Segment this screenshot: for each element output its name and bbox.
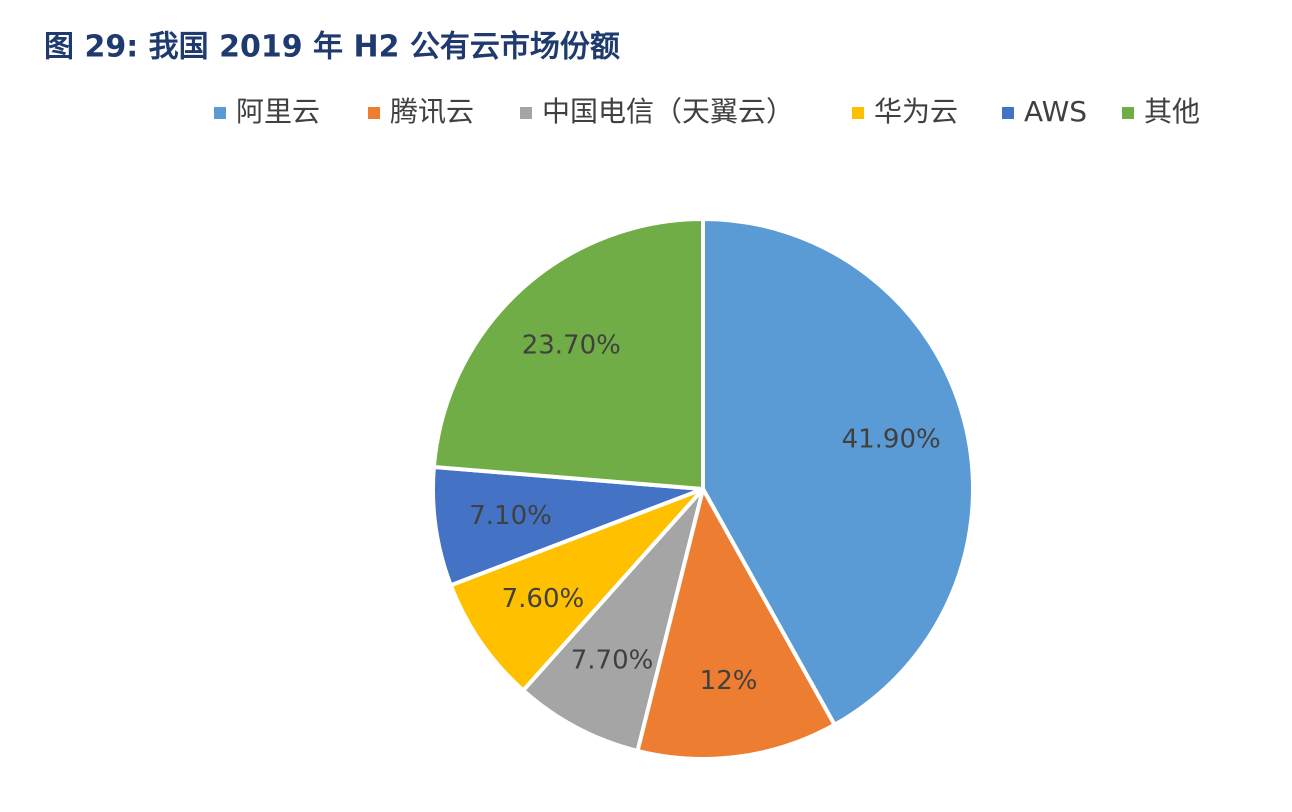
pie-slice <box>701 216 975 728</box>
legend-swatch <box>214 107 226 119</box>
pie-slice <box>448 487 705 694</box>
data-label: 7.10% <box>469 501 552 531</box>
legend-label: 其他 <box>1144 95 1200 128</box>
data-label: 12% <box>700 666 758 696</box>
data-label: 7.60% <box>502 584 585 614</box>
legend-swatch <box>1122 107 1134 119</box>
data-label: 23.70% <box>522 331 621 361</box>
legend-label: 中国电信（天翼云） <box>542 95 794 128</box>
legend-label: 阿里云 <box>236 95 320 128</box>
pie-slice <box>431 464 704 588</box>
pie-slice <box>520 487 705 754</box>
data-label: 41.90% <box>842 425 941 455</box>
legend-swatch <box>1002 107 1014 119</box>
chart-title: 图 29: 我国 2019 年 H2 公有云市场份额 <box>44 30 620 65</box>
legend-swatch <box>852 107 864 119</box>
data-label: 7.70% <box>571 645 654 675</box>
legend-label: 腾讯云 <box>390 95 474 128</box>
legend-swatch <box>520 107 532 119</box>
legend-label: AWS <box>1024 95 1087 128</box>
pie-slice <box>431 216 705 492</box>
legend-swatch <box>368 107 380 119</box>
legend-label: 华为云 <box>874 95 958 128</box>
